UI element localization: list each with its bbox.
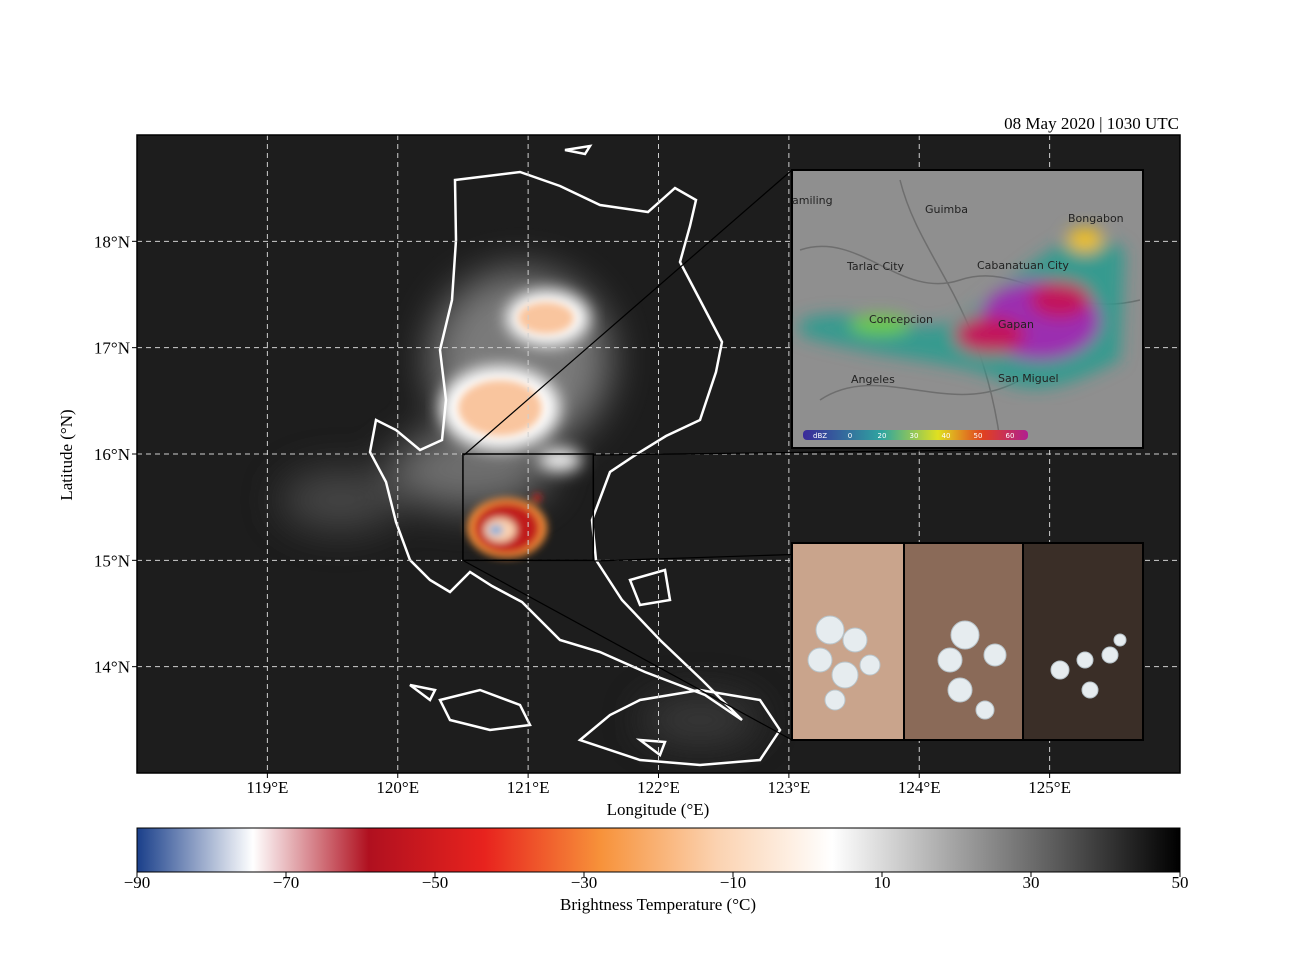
colorbar-tick-label: 30 <box>1023 873 1040 892</box>
place-label: Cabanatuan City <box>977 259 1069 272</box>
colorbar <box>136 827 1181 873</box>
x-tick-label: 124°E <box>898 778 941 797</box>
colorbar-tick-label: −90 <box>124 873 151 892</box>
radar-legend-tick: 30 <box>910 432 919 440</box>
x-tick-label: 119°E <box>246 778 288 797</box>
timestamp: 08 May 2020 | 1030 UTC <box>1004 114 1179 133</box>
y-tick-label: 16°N <box>94 445 130 464</box>
x-tick-label: 122°E <box>637 778 680 797</box>
coastline <box>368 144 782 767</box>
radar-legend-tick: 40 <box>942 432 951 440</box>
x-tick-label: 125°E <box>1028 778 1071 797</box>
radar-inset: amiling Guimba Bongabon Tarlac City Caba… <box>791 169 1144 449</box>
place-label: Concepcion <box>869 313 933 326</box>
x-tick-label: 120°E <box>376 778 419 797</box>
colorbar-tick-label: 50 <box>1172 873 1189 892</box>
place-label: Angeles <box>851 373 895 386</box>
colorbar-tick-label: −10 <box>720 873 747 892</box>
y-tick-label: 14°N <box>94 658 130 677</box>
y-tick-label: 18°N <box>94 232 130 251</box>
place-label: amiling <box>792 194 833 207</box>
place-label: Gapan <box>998 318 1034 331</box>
radar-legend-tick: 20 <box>878 432 887 440</box>
place-label: Tarlac City <box>846 260 905 273</box>
colorbar-ticks: −90 −70 −50 −30 −10 10 30 50 <box>124 872 1189 892</box>
radar-legend-tick: 50 <box>974 432 983 440</box>
colorbar-tick-label: −70 <box>273 873 300 892</box>
y-tick-label: 17°N <box>94 339 130 358</box>
colorbar-tick-label: −50 <box>422 873 449 892</box>
place-label: San Miguel <box>998 372 1059 385</box>
study-area-box <box>462 453 595 562</box>
y-tick-label: 15°N <box>94 551 130 570</box>
colorbar-tick-label: 10 <box>874 873 891 892</box>
radar-legend-unit: dBZ <box>813 432 827 440</box>
colorbar-label: Brightness Temperature (°C) <box>560 895 756 914</box>
hail-photos <box>791 542 1144 741</box>
x-tick-label: 123°E <box>768 778 811 797</box>
x-tick-label: 121°E <box>507 778 550 797</box>
radar-legend-tick: 0 <box>848 432 852 440</box>
colorbar-tick-label: −30 <box>571 873 598 892</box>
y-axis-label: Latitude (°N) <box>57 409 76 500</box>
map-frame <box>136 134 1181 774</box>
radar-legend-tick: 60 <box>1006 432 1015 440</box>
place-label: Bongabon <box>1068 212 1124 225</box>
x-axis-label: Longitude (°E) <box>607 800 710 819</box>
place-label: Guimba <box>925 203 968 216</box>
